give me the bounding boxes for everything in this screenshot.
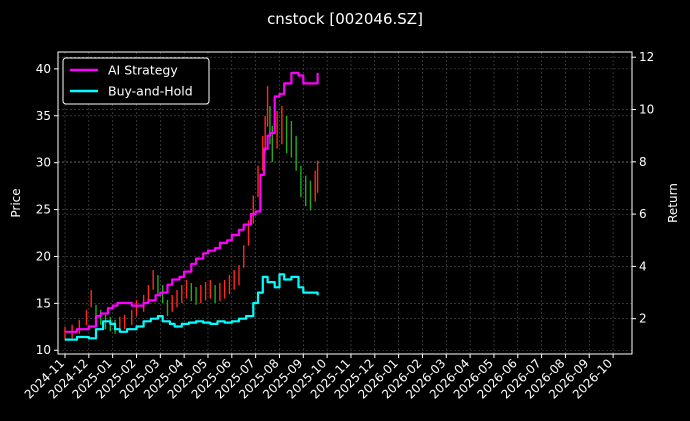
y-left-tick-label: 25 <box>36 203 51 217</box>
y-right-tick-label: 8 <box>639 155 647 169</box>
y-right-tick-label: 6 <box>639 207 647 221</box>
right-axis: 2 4 6 8 10 12 <box>632 50 654 326</box>
plot-frame <box>57 51 633 355</box>
left-axis: 10 15 20 25 30 35 40 <box>36 62 58 357</box>
legend: AI Strategy Buy-and-Hold <box>62 57 210 105</box>
y-right-tick-label: 10 <box>639 103 654 117</box>
y-right-tick-label: 4 <box>639 259 647 273</box>
chart-title: cnstock [002046.SZ] <box>267 10 423 28</box>
y-left-label: Price <box>9 188 23 217</box>
y-left-tick-label: 20 <box>36 249 51 263</box>
legend-strategy-label: AI Strategy <box>108 63 178 78</box>
plot-area <box>64 71 319 341</box>
y-left-tick-label: 40 <box>36 62 51 76</box>
y-right-tick-label: 12 <box>639 50 654 64</box>
strategy-line <box>65 71 319 333</box>
y-left-tick-label: 30 <box>36 156 51 170</box>
legend-box <box>62 57 210 105</box>
y-left-tick-label: 10 <box>36 343 51 357</box>
legend-buyhold-label: Buy-and-Hold <box>108 84 193 99</box>
y-left-tick-label: 35 <box>36 109 51 123</box>
buyhold-line <box>65 273 319 341</box>
y-right-tick-label: 2 <box>639 312 647 326</box>
y-right-label: Return <box>666 183 680 223</box>
y-left-tick-label: 15 <box>36 296 51 310</box>
